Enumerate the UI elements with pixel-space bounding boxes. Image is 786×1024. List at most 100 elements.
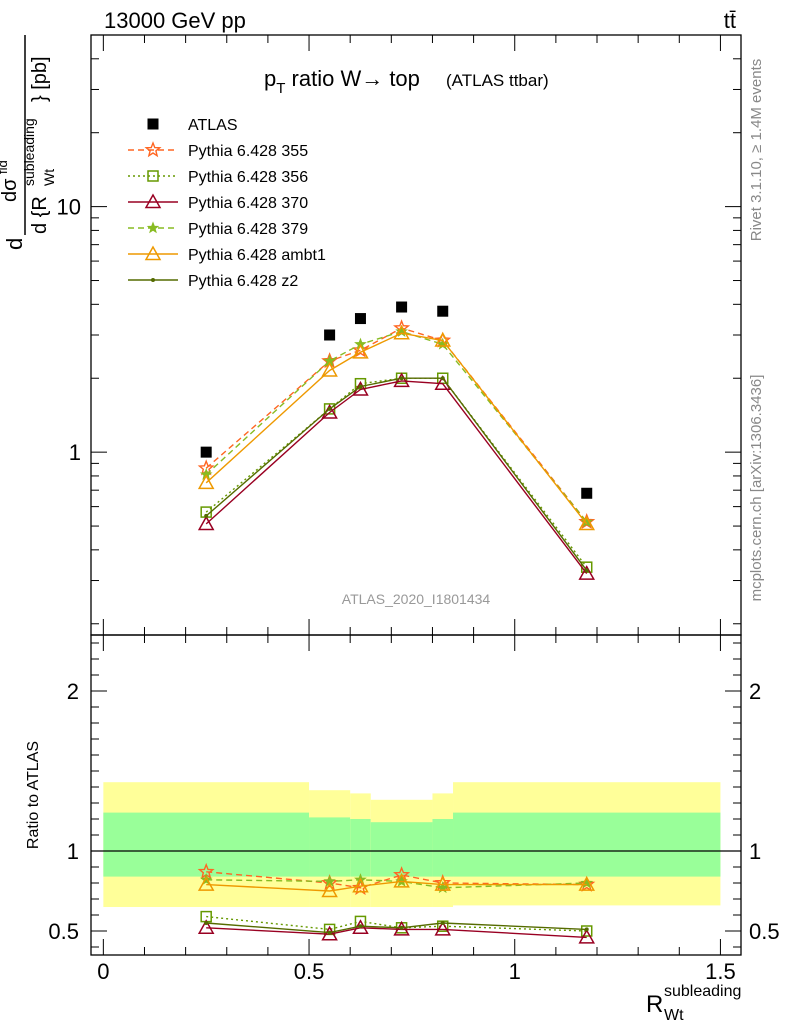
data-point	[440, 376, 445, 381]
data-point	[354, 377, 367, 390]
ratio-x-tick-label: 1.5	[705, 959, 736, 984]
legend-label: Pythia 6.428 370	[188, 195, 308, 212]
data-point	[352, 343, 369, 359]
ratio-data-point	[321, 874, 339, 891]
rivet-label: Rivet 3.1.10, ≥ 1.4M events	[748, 59, 765, 242]
ratio-data-point	[580, 925, 593, 937]
ratio-series-layer	[197, 862, 596, 944]
ratio-series-pythia-6-428-ambt1	[197, 872, 596, 898]
ratio-series-line	[206, 880, 587, 892]
legend-label: Pythia 6.428 z2	[188, 273, 298, 290]
ratio-data-point	[199, 873, 213, 886]
ratio-y-tick-label-right: 2	[749, 679, 761, 704]
data-point	[393, 372, 410, 388]
ratio-data-point	[578, 928, 596, 944]
svg-text:d {R: d {R	[29, 196, 51, 234]
data-point	[358, 384, 363, 389]
legend-marker	[147, 170, 159, 182]
ratio-data-point	[197, 919, 215, 935]
ratio-series-line	[206, 927, 587, 939]
main-y-label: d dσ fid d {R Wt subleading } [pb]	[0, 35, 57, 250]
main-series-layer	[197, 301, 596, 580]
main-y-tick-label: 10	[57, 195, 81, 220]
main-axis-ticks: 1 10	[57, 34, 741, 635]
ratio-inner-band	[432, 819, 454, 877]
data-point	[434, 331, 452, 347]
ratio-inner-band	[453, 812, 721, 877]
ratio-inner-band	[103, 812, 310, 877]
ratio-x-label: R Wt subleading	[646, 983, 741, 1024]
ratio-data-point	[197, 876, 215, 891]
legend: ATLAS Pythia 6.428 355 Pythia 6.428 356 Pyt…	[128, 117, 326, 290]
legend-marker	[151, 278, 155, 282]
data-point	[578, 565, 596, 580]
series-pythia-6-428-z2	[204, 376, 589, 573]
svg-text:dσ: dσ	[0, 178, 21, 202]
svg-text:Wt: Wt	[664, 1007, 684, 1024]
analysis-label: ATLAS_2020_I1801434	[342, 591, 491, 607]
data-point	[204, 513, 209, 518]
ratio-y-tick-label-right: 0.5	[749, 919, 780, 944]
ratio-uncertainty-bands	[103, 782, 721, 907]
svg-text:subleading: subleading	[664, 983, 741, 1000]
data-point	[581, 487, 593, 499]
ratio-data-point	[578, 875, 596, 892]
series-line	[205, 377, 588, 571]
ratio-data-point	[321, 925, 338, 941]
data-point	[584, 568, 589, 573]
ratio-data-point	[358, 924, 363, 929]
legend-entry-atlas: ATLAS	[147, 117, 238, 134]
series-pythia-6-428-370	[197, 372, 596, 580]
svg-text:d: d	[2, 238, 27, 250]
data-point	[580, 515, 594, 528]
legend-marker	[144, 141, 162, 158]
ratio-y-tick-label: 1	[67, 839, 79, 864]
ratio-y-label: Ratio to ATLAS	[25, 741, 42, 849]
series-pythia-6-428-355	[197, 319, 596, 530]
ratio-inner-band	[350, 819, 371, 877]
data-point	[437, 305, 449, 317]
svg-text:R: R	[646, 991, 663, 1018]
legend-label: Pythia 6.428 355	[188, 143, 308, 160]
legend-label: ATLAS	[188, 117, 238, 134]
ratio-inner-band	[309, 817, 351, 877]
data-point	[324, 329, 336, 341]
main-title-small: (ATLAS ttbar)	[446, 71, 549, 90]
legend-label: Pythia 6.428 379	[188, 221, 308, 238]
ratio-data-point	[204, 921, 209, 925]
legend-entry-pythia-6-428-z2: Pythia 6.428 z2	[128, 273, 298, 290]
ratio-x-tick-label: 0	[97, 959, 109, 984]
main-title: pT ratio W→ top	[264, 66, 420, 97]
ratio-x-tick-label: 1	[509, 959, 521, 984]
svg-text:fid: fid	[0, 160, 10, 174]
data-point	[351, 341, 369, 358]
data-point	[200, 446, 212, 458]
data-point	[197, 474, 215, 490]
ratio-data-point	[327, 930, 332, 935]
ratio-y-tick-label: 0.5	[48, 919, 79, 944]
ratio-series-pythia-6-428-z2	[204, 921, 589, 935]
data-point	[197, 515, 215, 531]
series-atlas	[200, 301, 593, 499]
series-pythia-6-428-356	[200, 372, 593, 573]
data-point	[578, 515, 596, 531]
legend-label: Pythia 6.428 356	[188, 169, 308, 186]
series-line	[205, 330, 588, 523]
ratio-data-point	[434, 920, 452, 936]
data-point	[396, 301, 408, 313]
series-line	[205, 377, 588, 568]
series-line	[205, 380, 588, 575]
data-point	[399, 376, 404, 381]
svg-text:} [pb]: } [pb]	[29, 56, 51, 102]
ratio-series-line	[206, 922, 587, 934]
data-point	[321, 361, 338, 377]
ratio-series-line	[206, 879, 587, 889]
ratio-frame	[90, 634, 742, 956]
legend-entry-pythia-6-428-ambt1: Pythia 6.428 ambt1	[128, 245, 326, 264]
legend-entry-pythia-6-428-370: Pythia 6.428 370	[128, 193, 308, 212]
legend-marker	[147, 118, 159, 130]
ratio-data-point	[578, 876, 596, 891]
ratio-data-point	[393, 872, 410, 888]
data-point	[578, 512, 596, 530]
